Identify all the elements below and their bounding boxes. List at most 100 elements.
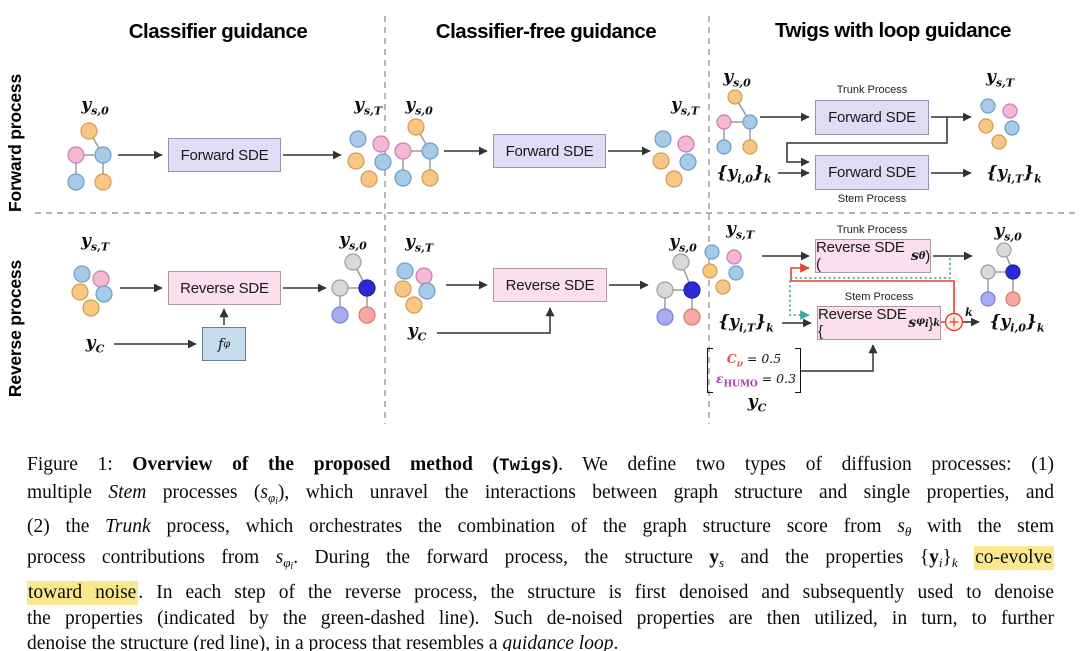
caption-segment: the properties (indicated by the green-d…	[27, 607, 1054, 629]
caption-segment: s	[260, 481, 268, 503]
column-header-twigs-loop-guidance: Twigs with loop guidance	[775, 19, 1011, 42]
label-yi0k: {yi,0}k	[716, 163, 772, 186]
caption-segment: guidance loop	[502, 633, 614, 651]
caption-segment: Twigs	[499, 456, 552, 476]
molecule-graph-denoised	[980, 242, 1021, 307]
label-ys0: ys,0	[81, 95, 109, 118]
figure-caption: Figure 1: Overview of the proposed metho…	[27, 452, 1055, 651]
label-ys0: ys,0	[994, 221, 1022, 244]
label-yi0k: {yi,0}k	[989, 312, 1045, 335]
caption-segment: . In each step of the reverse process, t…	[138, 581, 1054, 603]
caption-segment: i	[938, 555, 943, 571]
red-guidance-loop-line	[790, 263, 955, 313]
molecule-graph	[394, 118, 439, 187]
caption-segment: )	[551, 454, 559, 475]
panel-dividers	[35, 16, 1078, 424]
molecule-graph	[67, 122, 112, 191]
label-ysT: ys,T	[670, 95, 700, 118]
noise-scatter	[394, 262, 436, 314]
caption-segment: process contributions from	[27, 547, 276, 569]
caption-line: (2) the Trunk process, which orchestrate…	[27, 514, 1054, 545]
condition-arrow	[437, 307, 555, 334]
caption-segment: (2) the	[27, 516, 106, 538]
noise-scatter	[71, 265, 113, 317]
caption-segment: and the properties {	[724, 547, 930, 569]
label-yiTk: {yi,T}k	[986, 163, 1042, 186]
caption-segment: s	[275, 547, 284, 569]
caption-segment: i	[290, 561, 294, 573]
caption-segment: φ	[267, 489, 276, 505]
stem-process-label: Stem Process	[837, 193, 907, 205]
caption-segment: φ	[283, 555, 291, 571]
sum-superscript-k: k	[965, 306, 973, 319]
label-ysT: ys,T	[985, 67, 1015, 90]
label-yiTk: {yi,T}k	[718, 312, 774, 335]
caption-segment: multiple	[27, 481, 109, 503]
caption-line: multiple Stem processes (sφi), which unr…	[27, 480, 1054, 515]
reverse-sde-box: Reverse SDE	[168, 271, 281, 305]
sum-operator-icon	[944, 312, 964, 332]
caption-segment: denoise the structure (red line), in a p…	[27, 633, 503, 651]
trunk-process-label: Trunk Process	[836, 84, 908, 96]
label-yC: yC	[85, 333, 105, 356]
label-ys0: ys,0	[669, 232, 697, 255]
noise-scatter	[652, 130, 697, 188]
caption-line: process contributions from sφi. During t…	[27, 545, 1055, 580]
noise-scatter	[978, 98, 1020, 150]
forward-sde-trunk-box: Forward SDE	[815, 100, 929, 135]
panel-classifier-free-reverse	[394, 253, 701, 334]
stem-process-label: Stem Process	[844, 291, 914, 303]
column-header-classifier-guidance: Classifier guidance	[128, 20, 308, 43]
caption-segment: y	[929, 547, 939, 569]
label-ysT: ys,T	[404, 232, 434, 255]
caption-line: the properties (indicated by the green-d…	[27, 606, 1054, 632]
caption-line: Figure 1: Overview of the proposed metho…	[27, 452, 1054, 480]
column-header-classifier-free-guidance: Classifier-free guidance	[435, 20, 657, 43]
noise-scatter	[347, 130, 392, 188]
caption-segment: i	[275, 495, 278, 507]
condition-vector: Cν = 0.5 εHUMO = 0.3	[707, 348, 801, 393]
noise-scatter	[702, 244, 744, 295]
reverse-sde-trunk-box: Reverse SDE (s θ)	[815, 239, 931, 273]
condition-ehumo: εHUMO = 0.3	[716, 370, 797, 390]
label-ysT: ys,T	[353, 95, 383, 118]
caption-segment: . During the forward process, the struct…	[293, 547, 710, 569]
caption-segment: .	[613, 633, 619, 651]
caption-segment: with the stem	[911, 516, 1055, 538]
label-ys0: ys,0	[405, 95, 433, 118]
structure-to-stem-arrow	[786, 117, 948, 167]
caption-segment: Stem	[108, 481, 147, 503]
caption-segment: }	[942, 547, 952, 569]
caption-segment: ), which unravel the interactions betwee…	[277, 481, 1054, 503]
reverse-sde-box: Reverse SDE	[493, 268, 607, 302]
caption-line: denoise the structure (red line), in a p…	[27, 631, 1054, 651]
caption-segment: θ	[904, 524, 912, 540]
caption-segment: Trunk	[105, 516, 151, 538]
label-yC: yC	[407, 321, 427, 344]
diagram-canvas	[35, 16, 1078, 424]
caption-segment: . We define two types of diffusion proce…	[558, 454, 1054, 475]
caption-segment: processes (	[146, 481, 261, 503]
reverse-sde-stem-box: Reverse SDE {s φi} k	[817, 306, 941, 340]
panel-classifier-forward	[67, 122, 392, 191]
label-ys0: ys,0	[723, 67, 751, 90]
forward-sde-box: Forward SDE	[168, 138, 281, 172]
label-ys0: ys,0	[339, 230, 367, 253]
caption-segment: y	[709, 547, 720, 569]
label-ysT: ys,T	[80, 231, 110, 254]
caption-segment: s	[897, 516, 905, 538]
caption-segment: k	[951, 555, 958, 571]
caption-segment: s	[719, 555, 725, 571]
caption-segment: process, which orchestrates the combinat…	[150, 516, 898, 538]
caption-segment: toward noise	[27, 580, 139, 605]
panel-twigs-reverse	[702, 242, 1021, 372]
panel-classifier-reverse	[71, 253, 376, 349]
panel-twigs-forward	[716, 89, 1020, 178]
molecule-graph-denoised	[656, 253, 701, 326]
label-ysT: ys,T	[725, 219, 755, 242]
caption-segment	[958, 547, 974, 568]
condition-arrow	[800, 344, 878, 372]
trunk-process-label: Trunk Process	[836, 224, 908, 236]
